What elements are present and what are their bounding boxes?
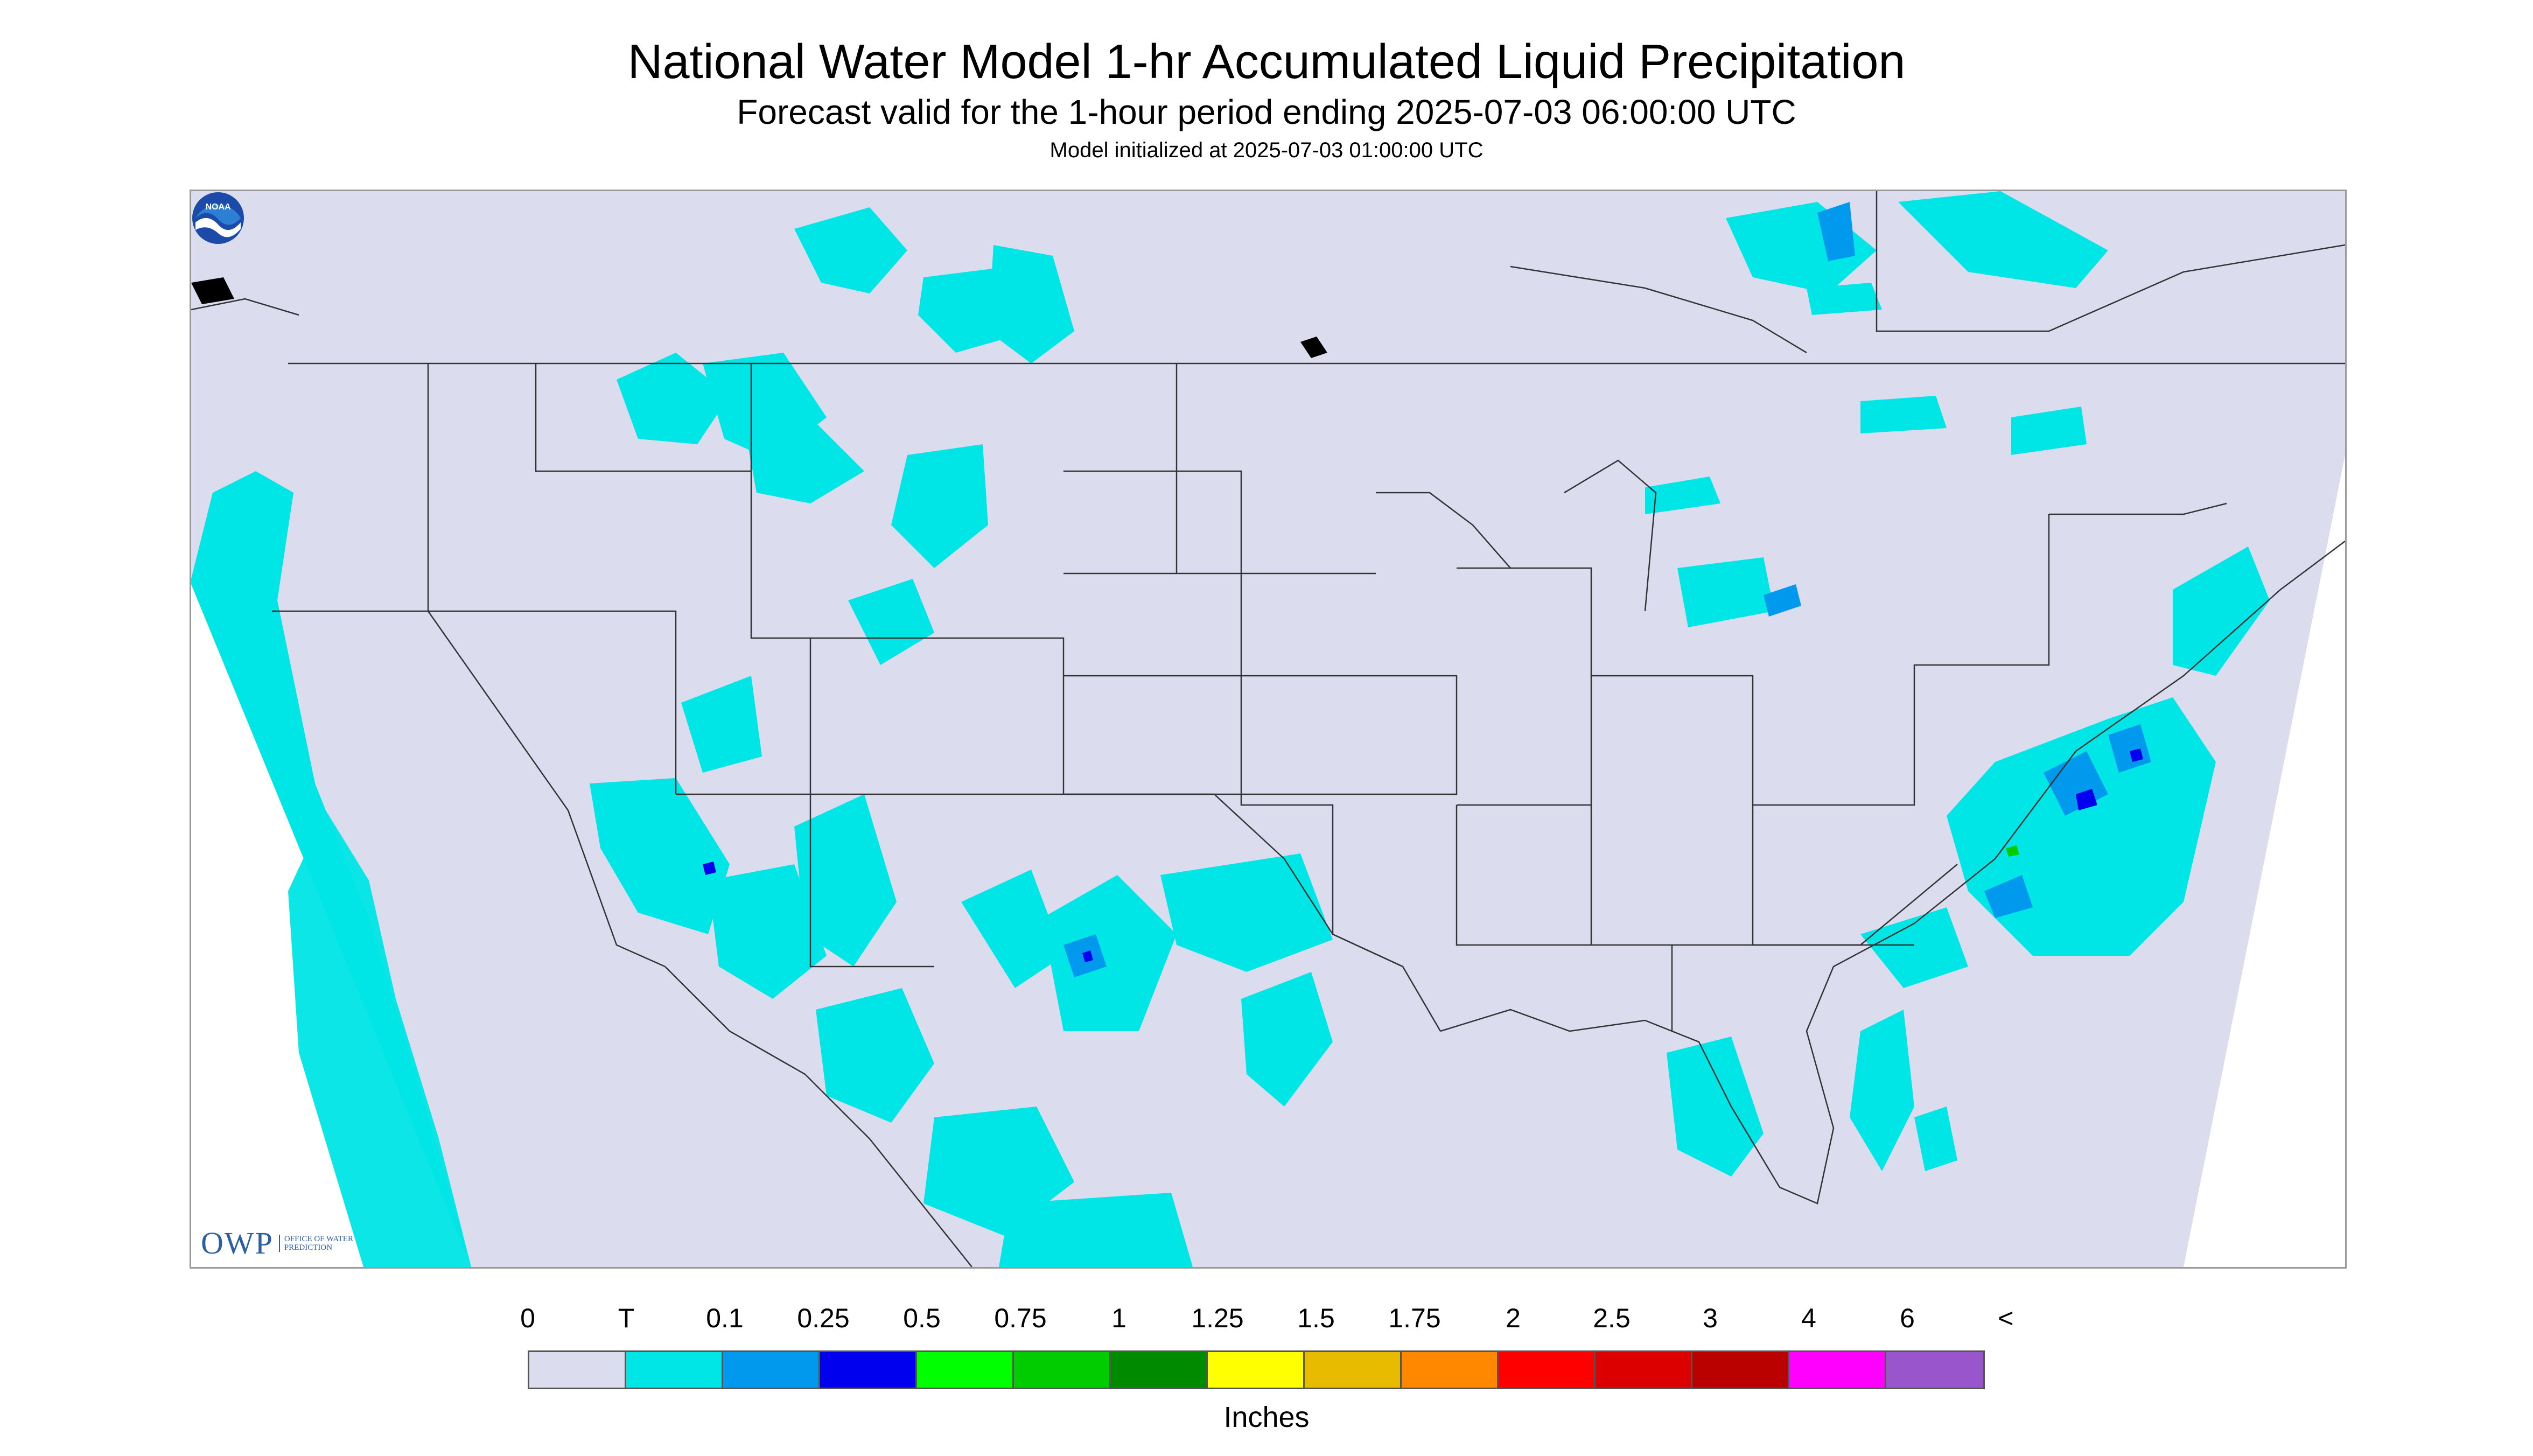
owp-logo-subtext: OFFICE OF WATER PREDICTION xyxy=(278,1234,354,1252)
legend-tick-label: 3 xyxy=(1703,1303,1718,1333)
legend-swatch xyxy=(1111,1352,1208,1388)
noaa-logo-icon: NOAA xyxy=(192,192,244,244)
legend-swatch xyxy=(1305,1352,1402,1388)
legend-color-bar xyxy=(528,1350,1985,1389)
legend-tick-label: 4 xyxy=(1801,1303,1816,1333)
forecast-valid-subtitle: Forecast valid for the 1-hour period end… xyxy=(737,93,1796,131)
legend-tick-label: 0 xyxy=(520,1303,535,1333)
legend-swatch xyxy=(529,1352,626,1388)
legend-tick-labels: 0 T 0.1 0.25 0.5 0.75 1 1.25 1.5 1.75 2 … xyxy=(520,1302,2014,1334)
legend-swatch xyxy=(820,1352,917,1388)
chart-title: National Water Model 1-hr Accumulated Li… xyxy=(627,35,1906,89)
legend-swatch xyxy=(1596,1352,1692,1388)
legend-swatch xyxy=(1692,1352,1789,1388)
map-canvas xyxy=(191,191,2345,1267)
moderate-precip-cells xyxy=(703,748,2143,962)
legend-tick-label: 1.5 xyxy=(1297,1303,1335,1333)
legend-tick-label: < xyxy=(1998,1303,2014,1333)
legend-tick-label: 0.1 xyxy=(706,1303,744,1333)
precipitation-map: OWP OFFICE OF WATER PREDICTION NOAA xyxy=(190,190,2347,1269)
owp-logo: OWP OFFICE OF WATER PREDICTION xyxy=(201,1225,354,1261)
model-domain xyxy=(191,191,2345,1267)
legend-tick-label: 0.5 xyxy=(903,1303,941,1333)
coastline-details xyxy=(191,277,1327,358)
model-initialized-line: Model initialized at 2025-07-03 01:00:00… xyxy=(1049,138,1484,162)
legend-swatch xyxy=(917,1352,1014,1388)
legend-swatch xyxy=(1014,1352,1111,1388)
legend-tick-label: 0.75 xyxy=(994,1303,1047,1333)
legend-tick-label: 1 xyxy=(1111,1303,1126,1333)
legend-swatch xyxy=(723,1352,820,1388)
owp-logo-text: OWP xyxy=(201,1226,274,1261)
legend-swatch xyxy=(1789,1352,1886,1388)
legend-swatch xyxy=(626,1352,723,1388)
legend-tick-label: 1.25 xyxy=(1191,1303,1244,1333)
legend-tick-label: 0.25 xyxy=(797,1303,850,1333)
light-precip-cells xyxy=(1063,202,2151,977)
svg-text:NOAA: NOAA xyxy=(205,202,231,212)
legend-tick-label: 1.75 xyxy=(1388,1303,1441,1333)
legend-swatch xyxy=(1402,1352,1499,1388)
heavy-precip-cells xyxy=(2006,845,2019,857)
legend-tick-label: T xyxy=(618,1303,635,1333)
color-legend: 0 T 0.1 0.25 0.5 0.75 1 1.25 1.5 1.75 2 … xyxy=(520,1302,2014,1389)
legend-swatch xyxy=(1208,1352,1305,1388)
legend-units-label: Inches xyxy=(1223,1401,1310,1433)
legend-tick-label: 6 xyxy=(1900,1303,1915,1333)
legend-tick-label: 2 xyxy=(1506,1303,1521,1333)
boundary-lines xyxy=(191,191,2345,1267)
legend-tick-label: 2.5 xyxy=(1593,1303,1631,1333)
legend-swatch xyxy=(1499,1352,1596,1388)
legend-swatch xyxy=(1886,1352,1983,1388)
